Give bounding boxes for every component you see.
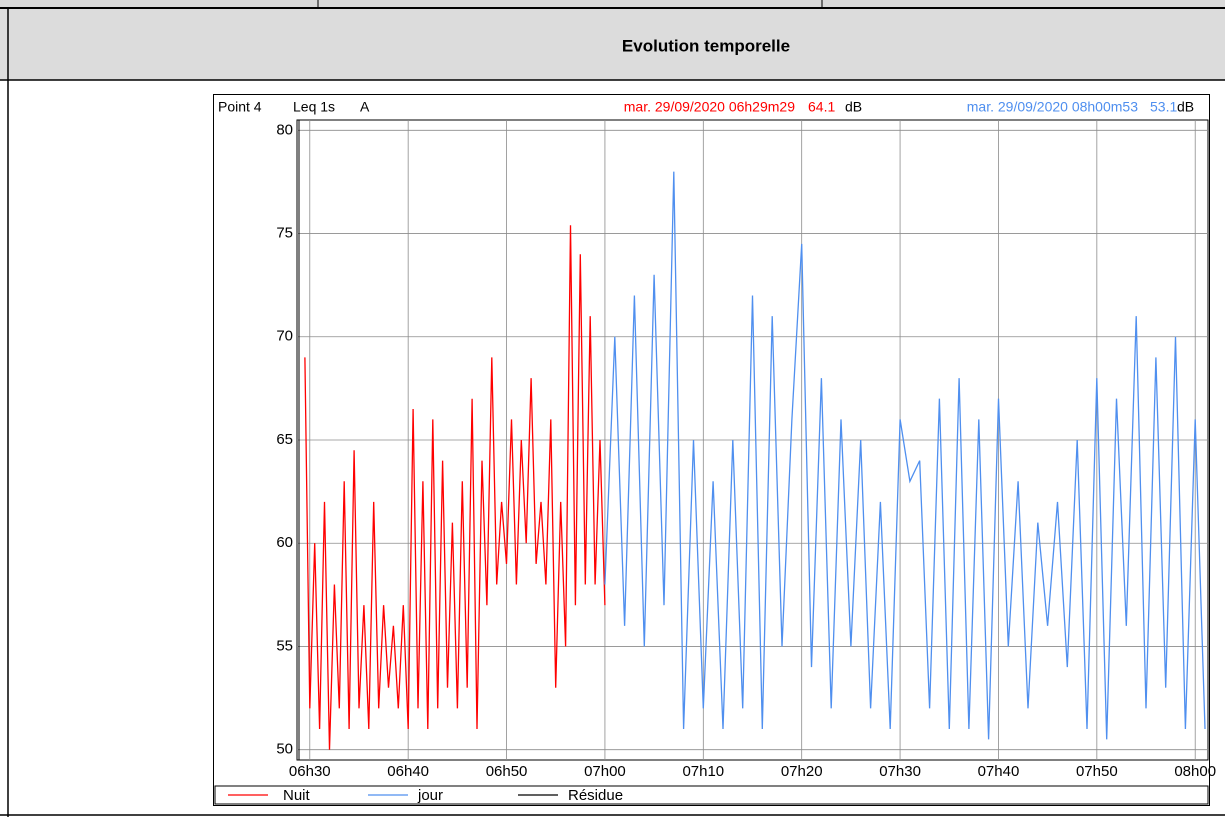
- x-tick-label: 07h00: [584, 763, 626, 780]
- legend-label: Résidue: [568, 787, 623, 804]
- cursor-unit: dB: [1177, 99, 1194, 115]
- y-tick-label: 50: [276, 741, 293, 758]
- x-tick-label: 07h10: [682, 763, 724, 780]
- y-tick-label: 75: [276, 225, 293, 242]
- series-line: [304, 225, 606, 750]
- measure-label: Leq 1s: [293, 99, 335, 115]
- x-tick-label: 07h30: [879, 763, 921, 780]
- series-line: [604, 171, 1206, 740]
- cursor-label: mar. 29/09/2020 06h29m29: [624, 99, 795, 115]
- chart: mar. 29/09/2020 06h29m29 64.1 dB mar. 29/09…: [214, 99, 1216, 805]
- cursor-value: 64.1: [808, 99, 835, 115]
- cursor-unit: dB: [845, 99, 862, 115]
- legend: [214, 785, 1209, 805]
- top-row: [0, 0, 1225, 8]
- x-tick-label: 06h30: [289, 763, 331, 780]
- x-tick-label: 08h00: [1174, 763, 1216, 780]
- y-tick-label: 65: [276, 431, 293, 448]
- y-tick-label: 55: [276, 637, 293, 654]
- section-title: Evolution temporelle: [622, 36, 790, 55]
- cursor-value: 53.1: [1150, 99, 1177, 115]
- legend-label: Nuit: [283, 787, 311, 804]
- y-tick-label: 60: [276, 534, 293, 551]
- y-tick-label: 80: [276, 121, 293, 138]
- point-label: Point 4: [218, 99, 262, 115]
- weighting: A: [360, 99, 370, 115]
- x-tick-label: 07h20: [781, 763, 823, 780]
- x-tick-label: 07h50: [1076, 763, 1118, 780]
- x-tick-label: 07h40: [978, 763, 1020, 780]
- legend-label: jour: [417, 787, 443, 804]
- x-tick-label: 06h40: [387, 763, 429, 780]
- cursor-label: mar. 29/09/2020 08h00m53: [967, 99, 1138, 115]
- x-tick-label: 06h50: [486, 763, 528, 780]
- y-tick-label: 70: [276, 328, 293, 345]
- header-row: [0, 9, 1225, 80]
